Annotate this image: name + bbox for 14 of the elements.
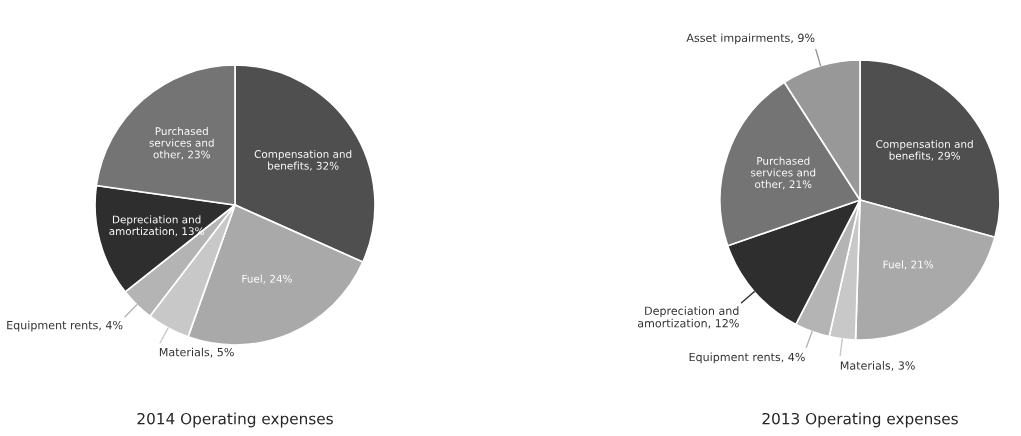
slice-label: Compensation and benefits, 32% — [254, 149, 352, 171]
slice-label: Fuel, 21% — [883, 260, 934, 270]
slice-label: Equipment rents, 4% — [7, 320, 123, 332]
slice-label: Materials, 5% — [159, 347, 234, 358]
slice-label: Purchased services and other, 21% — [751, 156, 816, 190]
slice-label: Materials, 3% — [840, 361, 915, 371]
text: 2013 Operating expenses — [762, 412, 958, 428]
slice-label: Purchased services and other, 23% — [149, 127, 214, 160]
slice-label: Compensation and benefits, 29% — [876, 139, 973, 161]
text: 2014 Operating expenses — [137, 412, 333, 428]
slice-label: Asset impairments, 9% — [686, 33, 815, 45]
slice-label: Fuel, 24% — [242, 274, 292, 284]
slice-label: Depreciation and amortization, 12% — [637, 306, 739, 329]
slice-label: Equipment rents, 4% — [689, 352, 805, 364]
